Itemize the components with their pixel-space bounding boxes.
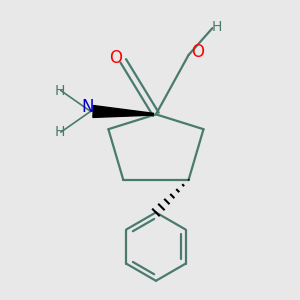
Text: H: H: [54, 84, 64, 98]
Text: H: H: [54, 125, 64, 139]
Polygon shape: [93, 106, 153, 117]
Text: O: O: [191, 43, 204, 61]
Text: O: O: [109, 49, 122, 67]
Text: H: H: [212, 20, 222, 34]
Text: N: N: [81, 98, 94, 116]
